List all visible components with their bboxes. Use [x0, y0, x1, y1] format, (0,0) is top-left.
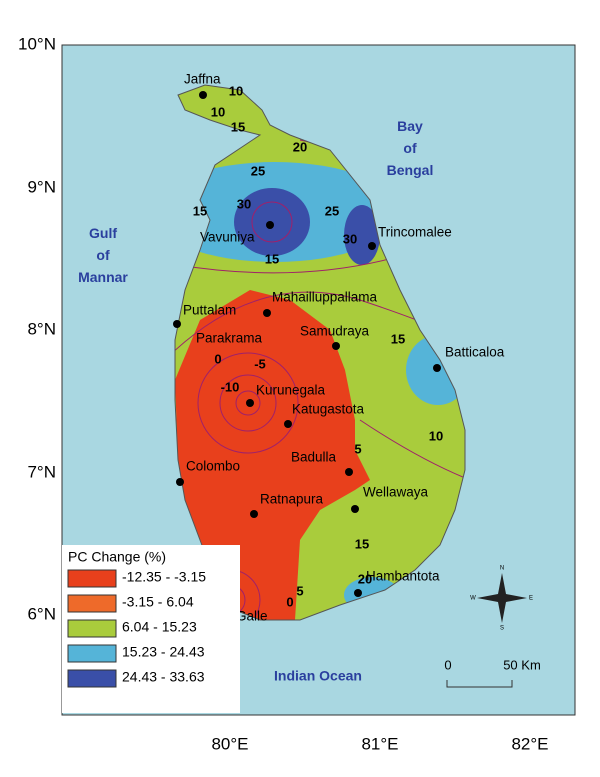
- city-label: Galle: [236, 609, 268, 624]
- contour-label: 10: [429, 428, 443, 443]
- legend-swatch: [67, 669, 117, 688]
- contour-label: 15: [231, 119, 245, 134]
- legend-label: 6.04 - 15.23: [122, 619, 197, 635]
- city-label: Puttalam: [183, 303, 236, 318]
- city-label: Batticaloa: [445, 345, 505, 360]
- city-dot: [266, 221, 274, 229]
- city-dot: [354, 589, 362, 597]
- legend-swatch: [67, 569, 117, 588]
- contour-label: 30: [237, 196, 251, 211]
- city-dot: [284, 420, 292, 428]
- city-label: Wellawaya: [363, 485, 429, 500]
- lon-label: 81°E: [361, 734, 398, 753]
- city-dot: [176, 478, 184, 486]
- city-label: Colombo: [186, 459, 240, 474]
- city-label: Jaffna: [184, 72, 221, 87]
- contour-label: 25: [251, 163, 265, 178]
- compass-label: W: [470, 596, 476, 602]
- city-dot: [345, 468, 353, 476]
- water-label: Bay of Bengal: [387, 118, 434, 178]
- contour-label: 20: [358, 571, 372, 586]
- city-label: Ratnapura: [260, 492, 324, 507]
- city-label: Vavuniya: [200, 230, 255, 245]
- city-label: Mahailluppallama: [272, 290, 378, 305]
- contour-label: 5: [354, 441, 361, 456]
- compass-label: S: [500, 626, 504, 632]
- contour-label: 10: [211, 104, 225, 119]
- city-dot: [250, 510, 258, 518]
- scale-bar: [446, 680, 513, 688]
- lat-label: 6°N: [27, 604, 56, 623]
- contour-label: 30: [343, 231, 357, 246]
- contour-label: 10: [229, 83, 243, 98]
- legend-swatch: [67, 594, 117, 613]
- legend-label: -3.15 - 6.04: [122, 594, 194, 610]
- lon-label: 82°E: [511, 734, 548, 753]
- city-dot: [199, 91, 207, 99]
- city-label: Hambantota: [366, 569, 440, 584]
- lat-label: 10°N: [18, 34, 56, 53]
- city-label: Samudraya: [300, 324, 370, 339]
- legend-label: 24.43 - 33.63: [122, 669, 205, 685]
- scale-label: 0: [444, 657, 451, 672]
- city-dot: [246, 399, 254, 407]
- legend-swatch: [67, 644, 117, 663]
- lat-label: 8°N: [27, 319, 56, 338]
- legend-swatch: [67, 619, 117, 638]
- city-dot: [173, 320, 181, 328]
- contour-label: 15: [193, 203, 207, 218]
- water-label: Indian Ocean: [274, 668, 362, 684]
- city-label: Kurunegala: [256, 383, 326, 398]
- contour-label: 0: [286, 594, 293, 609]
- lon-label: 80°E: [211, 734, 248, 753]
- city-dot: [332, 342, 340, 350]
- contour-label: -5: [254, 356, 266, 371]
- city-dot: [433, 364, 441, 372]
- compass-rose: [477, 573, 527, 623]
- contour-label: 15: [265, 251, 279, 266]
- contour-label: 15: [391, 331, 405, 346]
- contour-label: 25: [325, 203, 339, 218]
- legend-label: 15.23 - 24.43: [122, 644, 205, 660]
- water-label: Gulf of Mannar: [78, 225, 128, 285]
- contour-label: 15: [355, 536, 369, 551]
- compass-label: E: [529, 596, 533, 602]
- lat-label: 7°N: [27, 462, 56, 481]
- city-label: Parakrama: [196, 331, 263, 346]
- city-dot: [368, 242, 376, 250]
- contour-label: 20: [293, 139, 307, 154]
- lat-label: 9°N: [27, 177, 56, 196]
- city-label: Badulla: [291, 450, 337, 465]
- contour-label: -10: [221, 379, 240, 394]
- city-label: Trincomalee: [378, 225, 452, 240]
- legend-title: PC Change (%): [68, 549, 166, 565]
- scale-label: 50 Km: [503, 657, 541, 672]
- city-dot: [263, 309, 271, 317]
- city-dot: [351, 505, 359, 513]
- contour-label: 5: [296, 583, 303, 598]
- contour-label: 0: [214, 351, 221, 366]
- compass-label: N: [500, 566, 504, 572]
- legend-label: -12.35 - -3.15: [122, 569, 206, 585]
- legend: PC Change (%) -12.35 - -3.15 -3.15 - 6.04 6…: [62, 545, 240, 713]
- city-label: Katugastota: [292, 402, 365, 417]
